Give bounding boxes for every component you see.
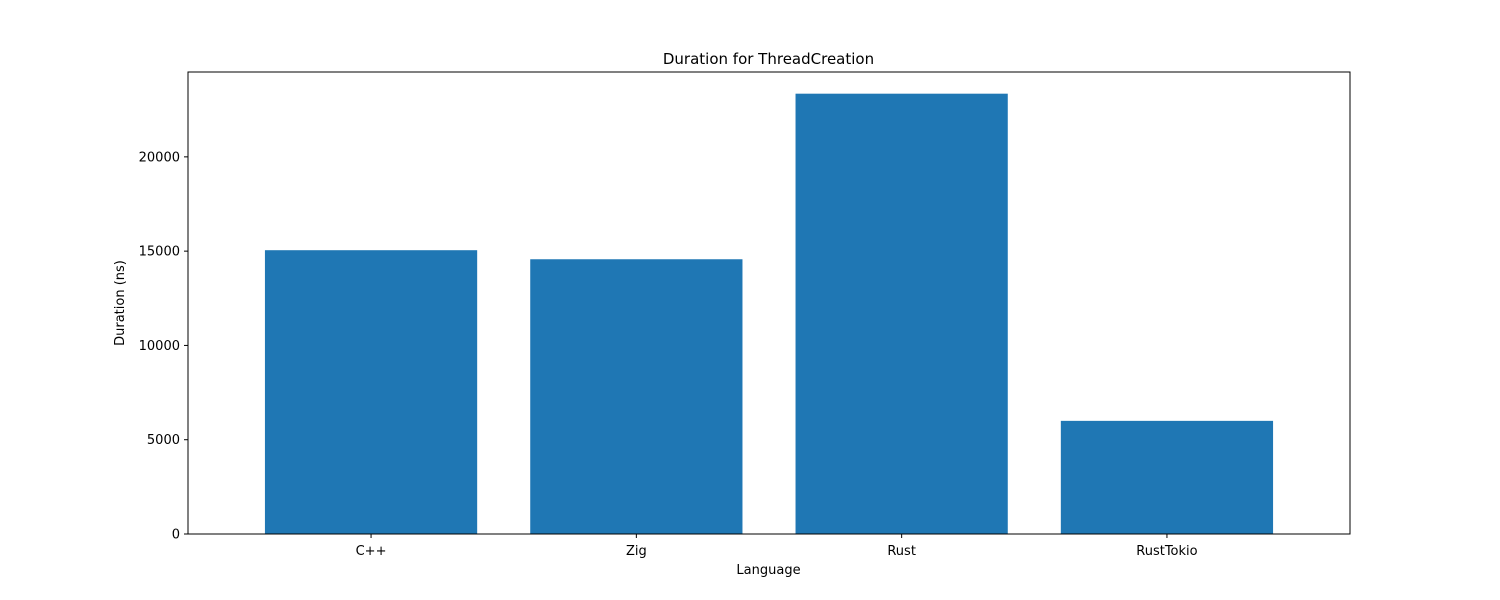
x-tick-label: C++: [356, 544, 387, 559]
bar-rusttokio: [1060, 420, 1274, 534]
bar-zig: [530, 259, 743, 534]
y-tick-label: 15000: [139, 245, 180, 260]
x-tick-label: Rust: [887, 544, 916, 559]
x-axis-ticks: C++ Zig Rust RustTokio: [356, 534, 1198, 559]
y-tick-label: 20000: [139, 150, 180, 165]
bar-rust: [795, 93, 1008, 534]
plot-frame: [187, 71, 1351, 535]
bar-group: [264, 93, 1274, 534]
y-tick-label: 10000: [139, 339, 180, 354]
x-tick-label: Zig: [626, 544, 647, 559]
bar-c-: [264, 250, 478, 534]
x-tick-label: RustTokio: [1136, 544, 1197, 559]
y-tick-label: 5000: [147, 433, 180, 448]
y-axis-ticks: 0 5000 10000 15000 20000: [139, 150, 188, 543]
y-tick-label: 0: [172, 528, 180, 543]
x-axis-label: Language: [736, 563, 800, 578]
y-axis-label: Duration (ns): [113, 260, 128, 346]
chart-title: Duration for ThreadCreation: [663, 50, 874, 68]
